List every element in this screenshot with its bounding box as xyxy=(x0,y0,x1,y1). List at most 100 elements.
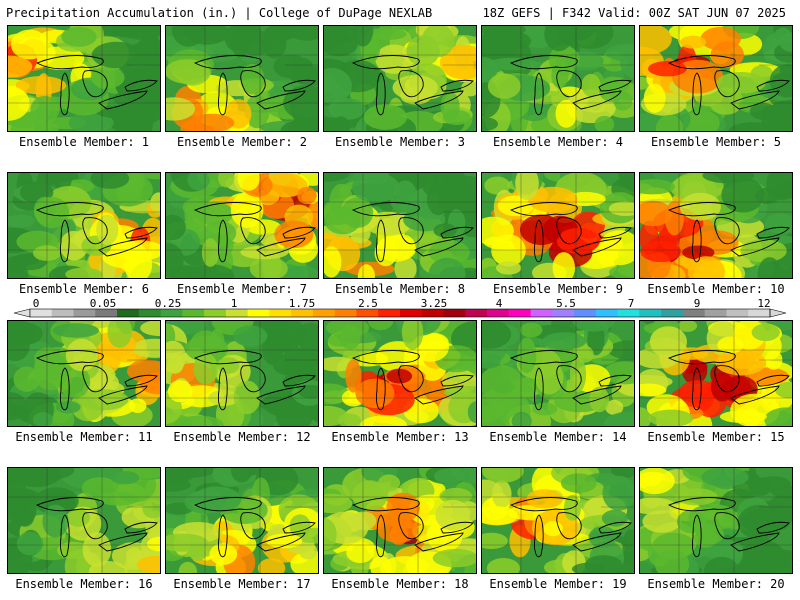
panel-caption: Ensemble Member: 14 xyxy=(489,430,627,444)
colorbar-swatch xyxy=(247,309,270,317)
precip-map xyxy=(639,320,793,427)
colorbar-swatch xyxy=(487,309,510,317)
colorbar-swatch xyxy=(639,309,662,317)
panel-caption: Ensemble Member: 4 xyxy=(492,135,624,149)
ensemble-panel xyxy=(7,25,161,132)
header-title: Precipitation Accumulation (in.) | Colle… xyxy=(6,6,433,20)
colorbar-max-arrow xyxy=(769,308,787,318)
precip-map xyxy=(481,25,635,132)
panel-caption: Ensemble Member: 8 xyxy=(334,282,466,296)
colorbar-swatch xyxy=(661,309,684,317)
panel-caption: Ensemble Member: 11 xyxy=(15,430,153,444)
ensemble-panel xyxy=(481,172,635,279)
precip-map xyxy=(323,25,477,132)
colorbar-swatch xyxy=(334,309,357,317)
panel-caption: Ensemble Member: 18 xyxy=(331,577,469,591)
colorbar-swatch xyxy=(182,309,205,317)
colorbar-swatch xyxy=(117,309,140,317)
panel-caption: Ensemble Member: 2 xyxy=(176,135,308,149)
precip-map xyxy=(7,320,161,427)
precip-map xyxy=(323,467,477,574)
colorbar-tick-label: 0.05 xyxy=(89,297,117,310)
colorbar-swatch xyxy=(95,309,118,317)
colorbar-swatch xyxy=(508,309,532,317)
colorbar-swatch xyxy=(160,309,183,317)
colorbar-tick-label: 1.75 xyxy=(288,297,316,310)
colorbar-min-arrow xyxy=(13,308,31,318)
ensemble-panel xyxy=(481,320,635,427)
colorbar-tick-label: 5.5 xyxy=(556,297,576,310)
precip-map xyxy=(481,172,635,279)
ensemble-panel xyxy=(639,25,793,132)
panel-caption: Ensemble Member: 9 xyxy=(492,282,624,296)
ensemble-panel xyxy=(165,25,319,132)
colorbar-tick-label: 4 xyxy=(495,297,503,310)
colorbar-swatch xyxy=(530,309,553,317)
ensemble-panel xyxy=(165,467,319,574)
colorbar-swatch xyxy=(443,309,466,317)
colorbar-swatch xyxy=(73,309,96,317)
colorbar-tick-label: 2.5 xyxy=(358,297,378,310)
panel-caption: Ensemble Member: 12 xyxy=(173,430,311,444)
precip-map xyxy=(7,25,161,132)
precip-map xyxy=(481,467,635,574)
precip-map xyxy=(639,172,793,279)
ensemble-panel xyxy=(481,25,635,132)
panel-caption: Ensemble Member: 1 xyxy=(18,135,150,149)
ensemble-panel xyxy=(7,320,161,427)
precip-map xyxy=(165,320,319,427)
colorbar-swatch xyxy=(595,309,619,317)
panel-caption: Ensemble Member: 7 xyxy=(176,282,308,296)
colorbar-swatch xyxy=(421,309,445,317)
ensemble-panel xyxy=(323,467,477,574)
precip-map xyxy=(323,172,477,279)
precip-map xyxy=(7,172,161,279)
panel-caption: Ensemble Member: 16 xyxy=(15,577,153,591)
panel-caption: Ensemble Member: 20 xyxy=(647,577,785,591)
panel-caption: Ensemble Member: 3 xyxy=(334,135,466,149)
ensemble-panel xyxy=(323,320,477,427)
precip-map xyxy=(639,467,793,574)
colorbar-swatch xyxy=(552,309,575,317)
precip-map xyxy=(165,467,319,574)
colorbar-swatch xyxy=(574,309,597,317)
colorbar-tick-label: 9 xyxy=(693,297,701,310)
colorbar xyxy=(13,308,787,318)
ensemble-panel xyxy=(639,172,793,279)
panel-caption: Ensemble Member: 19 xyxy=(489,577,627,591)
panel-caption: Ensemble Member: 15 xyxy=(647,430,785,444)
colorbar-swatch xyxy=(400,309,423,317)
colorbar-swatch xyxy=(312,309,336,317)
colorbar-swatch xyxy=(204,309,227,317)
ensemble-panel xyxy=(481,467,635,574)
colorbar-swatch xyxy=(682,309,706,317)
colorbar-swatch xyxy=(269,309,292,317)
colorbar-swatch xyxy=(356,309,379,317)
colorbar-swatch xyxy=(30,309,53,317)
panel-caption: Ensemble Member: 13 xyxy=(331,430,469,444)
colorbar-tick-label: 12 xyxy=(757,297,771,310)
colorbar-swatch xyxy=(291,309,314,317)
colorbar-tick-label: 0.25 xyxy=(154,297,182,310)
colorbar-tick-label: 7 xyxy=(627,297,635,310)
colorbar-tick-label: 1 xyxy=(230,297,238,310)
ensemble-panel xyxy=(7,172,161,279)
precip-map xyxy=(481,320,635,427)
colorbar-swatch xyxy=(726,309,749,317)
panel-caption: Ensemble Member: 10 xyxy=(647,282,785,296)
header-run-info: 18Z GEFS | F342 Valid: 00Z SAT JUN 07 20… xyxy=(482,6,786,20)
colorbar-swatch xyxy=(378,309,401,317)
panel-caption: Ensemble Member: 5 xyxy=(650,135,782,149)
colorbar-tick-label: 3.25 xyxy=(420,297,448,310)
ensemble-panel xyxy=(323,25,477,132)
colorbar-swatch xyxy=(465,309,488,317)
ensemble-panel xyxy=(323,172,477,279)
precip-map xyxy=(323,320,477,427)
panel-caption: Ensemble Member: 17 xyxy=(173,577,311,591)
colorbar-swatch xyxy=(748,309,771,317)
ensemble-panel xyxy=(165,172,319,279)
colorbar-swatch xyxy=(617,309,640,317)
ensemble-panel xyxy=(639,467,793,574)
colorbar-swatch xyxy=(225,309,249,317)
